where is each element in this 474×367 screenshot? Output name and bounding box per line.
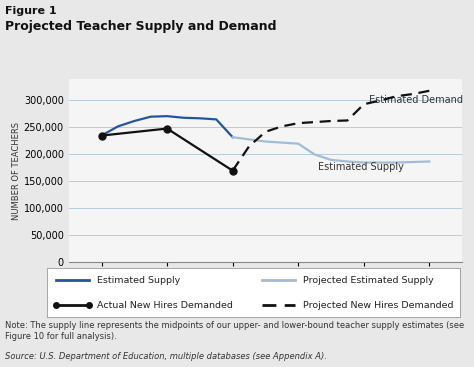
Text: Estimated Demand: Estimated Demand [369,95,463,105]
Text: Projected New Hires Demanded: Projected New Hires Demanded [303,301,454,310]
Text: Source: U.S. Department of Education, multiple databases (see Appendix A).: Source: U.S. Department of Education, mu… [5,352,327,361]
Text: Note: The supply line represents the midpoints of our upper- and lower-bound tea: Note: The supply line represents the mid… [5,321,464,341]
Text: Estimated Supply: Estimated Supply [97,276,180,285]
Text: Projected Estimated Supply: Projected Estimated Supply [303,276,434,285]
Text: Estimated Supply: Estimated Supply [318,163,404,172]
Y-axis label: NUMBER OF TEACHERS: NUMBER OF TEACHERS [12,121,21,220]
Text: Actual New Hires Demanded: Actual New Hires Demanded [97,301,233,310]
Text: Projected Teacher Supply and Demand: Projected Teacher Supply and Demand [5,20,276,33]
Text: Figure 1: Figure 1 [5,6,56,15]
